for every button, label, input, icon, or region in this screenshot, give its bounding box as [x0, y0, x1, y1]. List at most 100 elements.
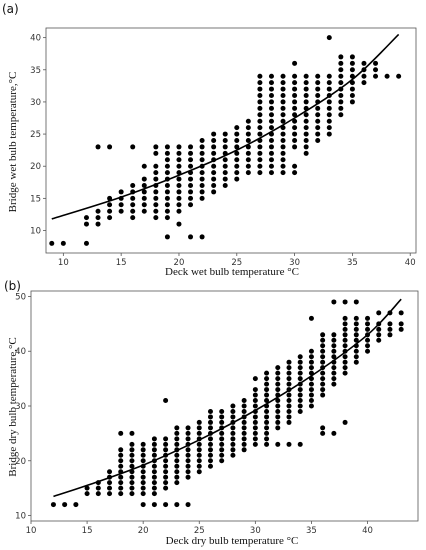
panel-b-data-point [331, 343, 337, 349]
panel-b-data-point [264, 430, 270, 436]
panel-a-data-point [280, 105, 286, 111]
panel-b-data-point [353, 348, 359, 354]
panel-b-data-point [286, 381, 292, 387]
panel-a-data-point [361, 73, 367, 79]
panel-b-data-point [230, 452, 236, 458]
panel-a-data-point [141, 163, 147, 169]
panel-a-data-point [326, 73, 332, 79]
panel-a-data-point [349, 93, 355, 98]
panel-b-data-point [219, 452, 225, 458]
panel-a-data-point [130, 202, 136, 208]
panel-b-data-point [353, 315, 359, 321]
panel-a-data-point [164, 150, 170, 156]
panel-a-y-tick-label: 30 [30, 98, 41, 108]
panel-a-data-point [211, 189, 217, 195]
panel-b-frame [30, 290, 419, 522]
panel-b-data-point [342, 326, 348, 332]
panel-b-data-point [297, 359, 303, 365]
panel-b-data-point [252, 414, 258, 420]
panel-b-data-point [185, 430, 191, 436]
panel-b-data-point [320, 392, 326, 398]
panel-a-data-point [188, 144, 194, 150]
panel-a-data-point [268, 118, 274, 124]
panel-a-data-point [292, 112, 298, 118]
panel-a-data-point [268, 93, 274, 98]
panel-a-x-tick-label: 20 [174, 258, 185, 268]
panel-a-data-point [349, 86, 355, 92]
panel-b-data-point [84, 491, 90, 497]
panel-b-x-tick-label: 20 [138, 526, 149, 536]
panel-b-data-point [297, 354, 303, 360]
panel-a-data-point [292, 118, 298, 124]
panel-b-data-point [219, 458, 225, 464]
panel-b-data-point [297, 392, 303, 398]
panel-b-data-point [365, 343, 371, 349]
panel-b-data-point [118, 480, 124, 486]
panel-b-x-tick-label: 10 [26, 526, 37, 536]
panel-b-data-point [320, 376, 326, 382]
panel-b-data-point [252, 387, 258, 393]
panel-a-data-point [222, 176, 228, 182]
panel-b-data-point [118, 447, 124, 453]
panel-b-data-point [207, 425, 213, 431]
panel-b-data-point [207, 436, 213, 442]
panel-b-data-point [140, 502, 146, 508]
panel-b-data-point [185, 458, 191, 464]
panel-b-data-point [353, 337, 359, 343]
panel-a-x-tick-label: 15 [116, 258, 127, 268]
panel-a-data-point [164, 163, 170, 169]
panel-a-data-point [326, 112, 332, 118]
panel-b-data-point [252, 403, 258, 409]
panel-b-y-tick-label: 40 [15, 347, 26, 357]
panel-b-data-point [151, 447, 157, 453]
panel-a-data-point [188, 157, 194, 163]
panel-b-data-point [342, 315, 348, 321]
panel-a-data-point [280, 150, 286, 156]
panel-b-data-point [252, 425, 258, 431]
panel-a-data-point [188, 189, 194, 195]
panel-b-data-point [129, 447, 135, 453]
panel-b-data-point [286, 408, 292, 414]
panel-a-y-tick-label: 35 [30, 66, 41, 76]
panel-a-data-point [326, 99, 332, 105]
panel-b-data-point [230, 430, 236, 436]
panel-a-data-point [268, 99, 274, 105]
panel-a-data-point [211, 131, 217, 137]
panel-a-data-point [153, 195, 159, 201]
panel-a-data-point [176, 144, 182, 150]
panel-b-data-point [320, 337, 326, 343]
panel-a-data-point [338, 60, 344, 66]
panel-a-data-point [107, 208, 113, 214]
panel-b-data-point [151, 502, 157, 508]
panel-a-data-point [268, 144, 274, 150]
panel-b-data-point [275, 370, 281, 376]
panel-a-data-point [95, 215, 101, 221]
panel-a-data-point [60, 240, 66, 246]
panel-a-data-point [211, 144, 217, 150]
panel-a-data-point [349, 67, 355, 73]
panel-b-data-point [207, 414, 213, 420]
panel-b-data-point [196, 469, 202, 475]
panel-a-label: (a) [2, 2, 19, 16]
panel-a-data-point [176, 157, 182, 163]
panel-a-data-point [349, 99, 355, 105]
panel-b-data-point [241, 447, 247, 453]
panel-b-data-point [140, 458, 146, 464]
panel-b-data-point [219, 430, 225, 436]
panel-b-data-point [398, 321, 404, 327]
panel-a-y-tick-label: 15 [30, 194, 41, 204]
panel-b-y-tick-label: 50 [15, 292, 26, 302]
panel-b-data-point [320, 348, 326, 354]
panel-b-data-point [185, 469, 191, 475]
panel-a-data-point [164, 144, 170, 150]
panel-b-x-axis-label: Deck dry bulb temperature °C [166, 535, 299, 547]
panel-b-data-point [163, 469, 169, 475]
panel-a-data-point [268, 125, 274, 131]
panel-b-data-point [196, 458, 202, 464]
panel-a-data-point [292, 105, 298, 111]
panel-a-data-point [107, 202, 113, 208]
panel-a-frame [45, 27, 417, 254]
panel-b-data-point [207, 441, 213, 447]
panel-b-data-point [275, 381, 281, 387]
panel-b-data-point [286, 359, 292, 365]
